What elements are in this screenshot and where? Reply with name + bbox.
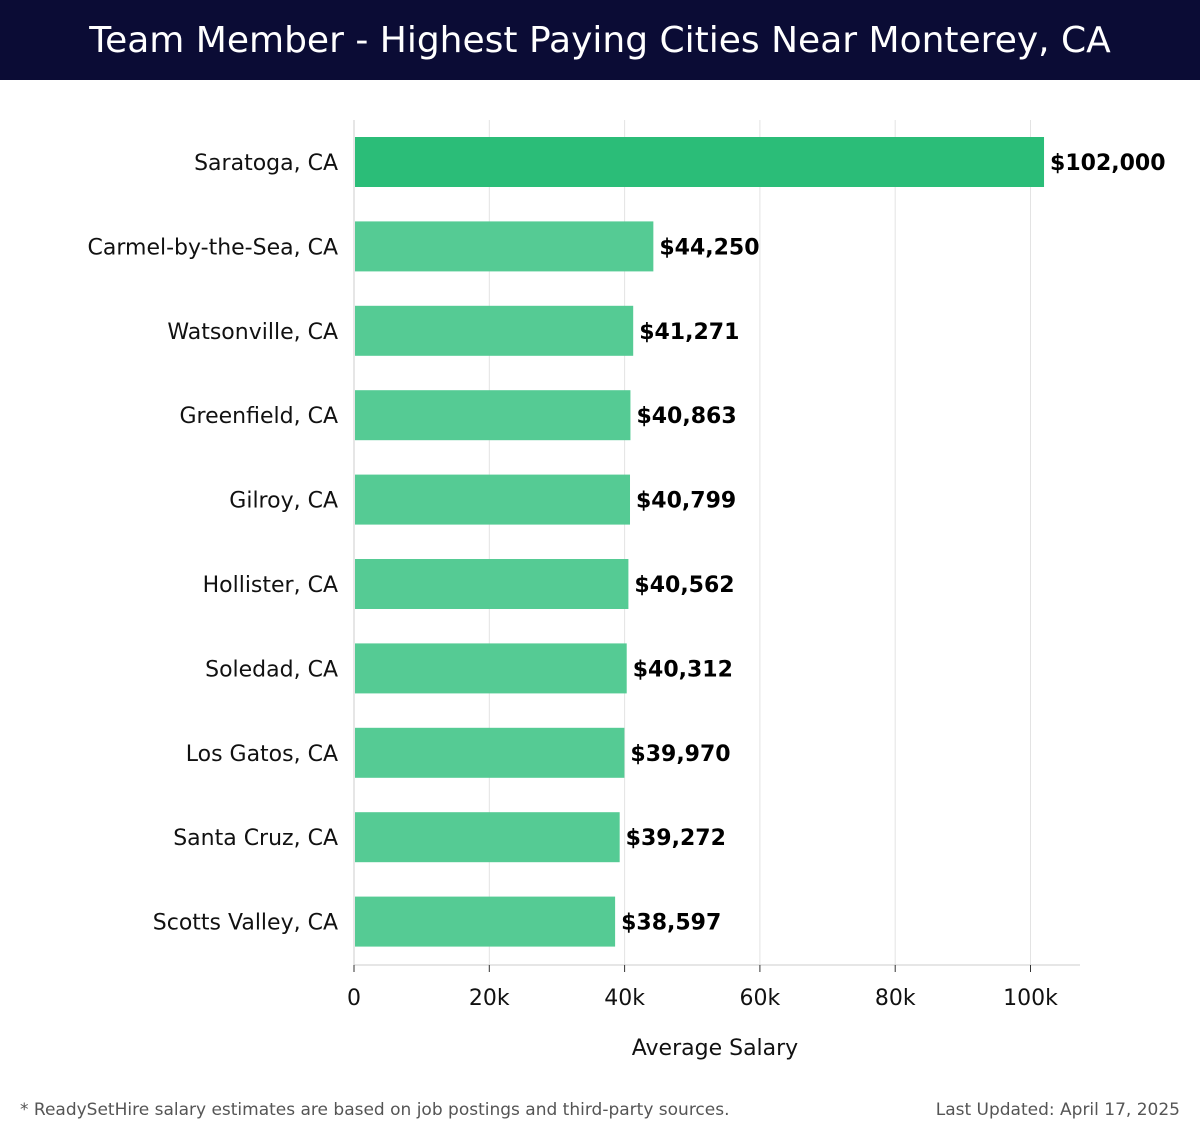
- bar: [355, 137, 1045, 187]
- category-label: Watsonville, CA: [167, 320, 338, 345]
- chart-header: Team Member - Highest Paying Cities Near…: [0, 0, 1200, 80]
- chart-title: Team Member - Highest Paying Cities Near…: [89, 19, 1111, 61]
- bar-chart: 0 20k 40k 60k 80k 100k Average Salary Saratoga,…: [88, 120, 1166, 1061]
- value-label: $39,970: [630, 742, 730, 767]
- bar: [355, 390, 631, 441]
- category-label: Scotts Valley, CA: [153, 911, 338, 936]
- bar: [355, 559, 629, 609]
- value-label: $40,312: [633, 657, 733, 682]
- x-tick-label: 60k: [740, 986, 781, 1011]
- value-label: $40,863: [636, 404, 736, 429]
- value-label: $102,000: [1050, 151, 1166, 176]
- x-tick-label: 100k: [1003, 986, 1058, 1011]
- x-axis-title: Average Salary: [632, 1036, 798, 1061]
- category-label: Greenfield, CA: [180, 404, 339, 429]
- x-tick-label: 0: [347, 986, 361, 1011]
- category-label: Gilroy, CA: [229, 489, 338, 514]
- bar: [355, 727, 625, 778]
- category-label: Los Gatos, CA: [186, 742, 338, 767]
- category-label: Hollister, CA: [203, 573, 338, 598]
- x-tick-label: 80k: [875, 986, 916, 1011]
- value-label: $38,597: [621, 911, 721, 936]
- x-tick-label: 20k: [469, 986, 510, 1011]
- category-label: Carmel-by-the-Sea, CA: [88, 235, 338, 260]
- category-label: Saratoga, CA: [194, 151, 338, 176]
- footer-note: * ReadySetHire salary estimates are base…: [20, 1100, 730, 1120]
- value-label: $39,272: [626, 826, 726, 851]
- bar: [355, 896, 616, 947]
- bar: [355, 474, 631, 525]
- value-label: $41,271: [639, 320, 739, 345]
- category-label: Santa Cruz, CA: [173, 826, 338, 851]
- bar: [355, 812, 620, 863]
- bar: [355, 643, 627, 694]
- value-label: $44,250: [659, 235, 759, 260]
- last-updated: Last Updated: April 17, 2025: [935, 1100, 1180, 1120]
- bar: [355, 221, 654, 272]
- bar: [355, 305, 634, 356]
- category-label: Soledad, CA: [205, 657, 338, 682]
- value-label: $40,799: [636, 489, 736, 514]
- value-label: $40,562: [634, 573, 734, 598]
- x-tick-label: 40k: [604, 986, 645, 1011]
